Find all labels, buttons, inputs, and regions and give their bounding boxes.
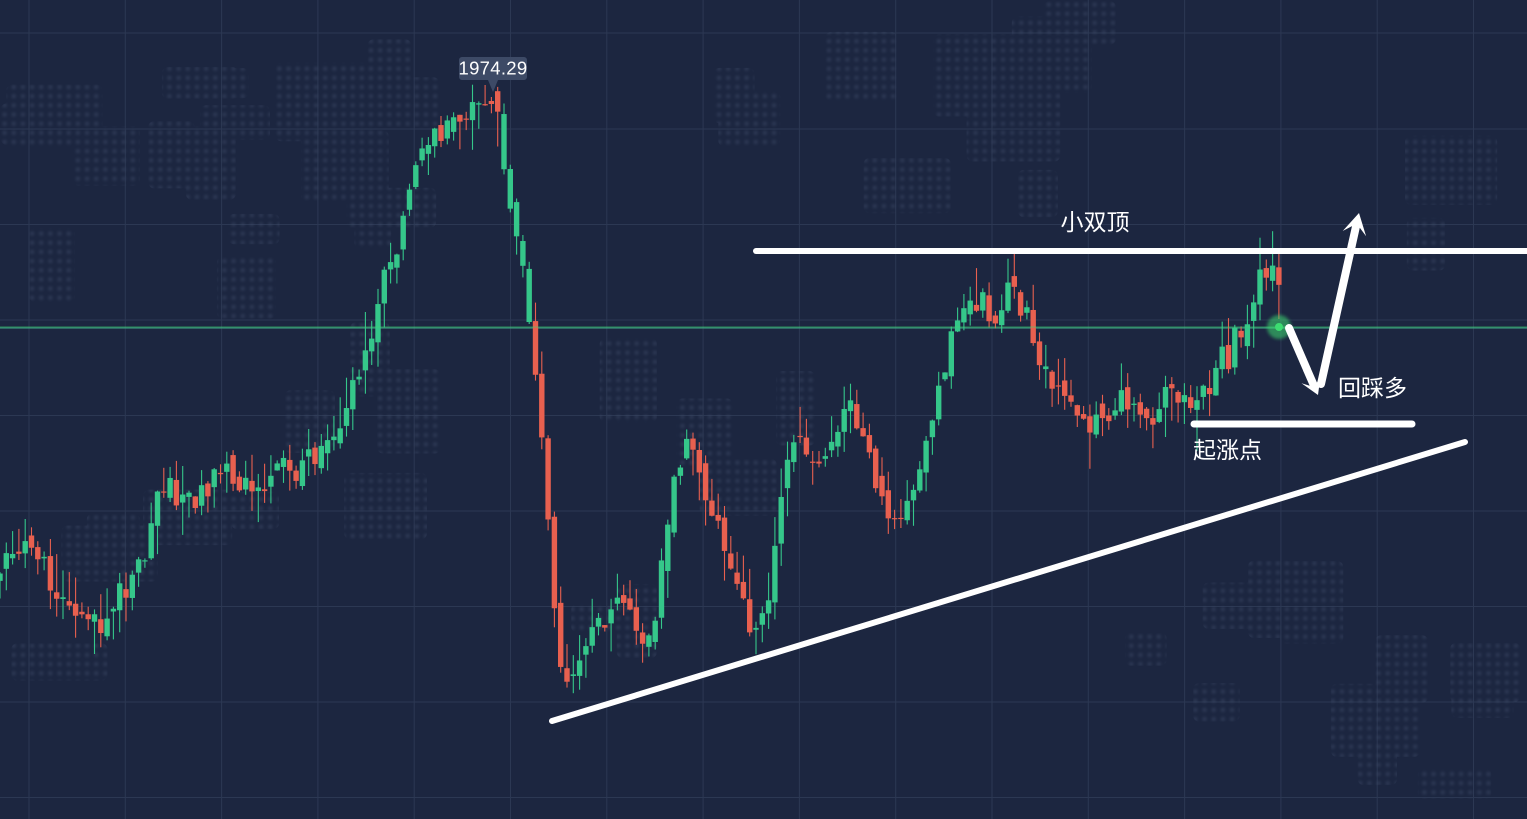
svg-text:小双顶: 小双顶 [1061, 209, 1130, 235]
svg-text:1974.29: 1974.29 [459, 58, 528, 79]
svg-text:起涨点: 起涨点 [1193, 437, 1262, 463]
svg-text:回踩多: 回踩多 [1338, 375, 1407, 401]
